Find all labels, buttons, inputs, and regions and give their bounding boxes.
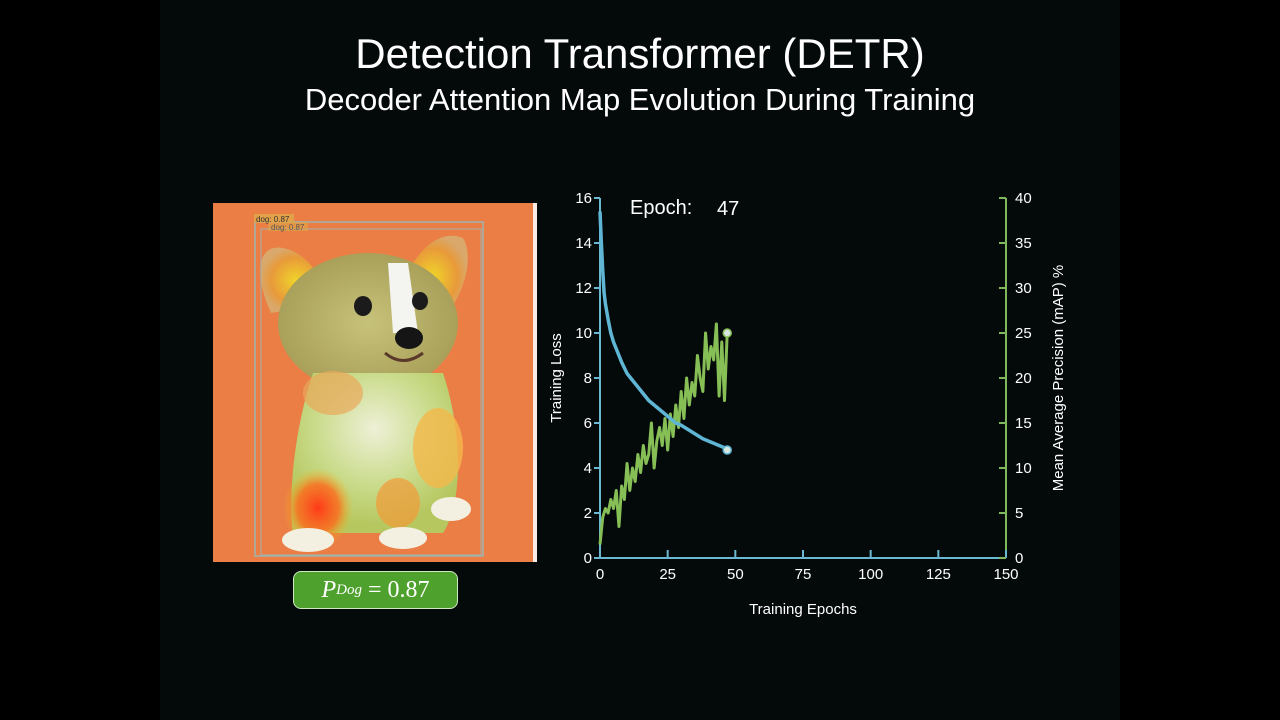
probability-value: = 0.87 [367, 576, 430, 603]
probability-subscript: Dog [336, 581, 362, 598]
detection-box [260, 228, 482, 556]
slide-subtitle: Decoder Attention Map Evolution During T… [304, 82, 976, 117]
box-label: dog: 0.87 [256, 215, 290, 224]
dog-head [278, 253, 458, 393]
detection-box [254, 221, 484, 557]
box-label: dog: 0.87 [271, 223, 305, 232]
slide-title: Detection Transformer (DETR) [355, 30, 925, 77]
probability-badge: P Dog = 0.87 [293, 571, 458, 609]
dog-nose [395, 327, 423, 349]
dog-attention-image: dog: 0.87 dog: 0.87 [213, 203, 537, 562]
probability-symbol: P [321, 576, 337, 603]
